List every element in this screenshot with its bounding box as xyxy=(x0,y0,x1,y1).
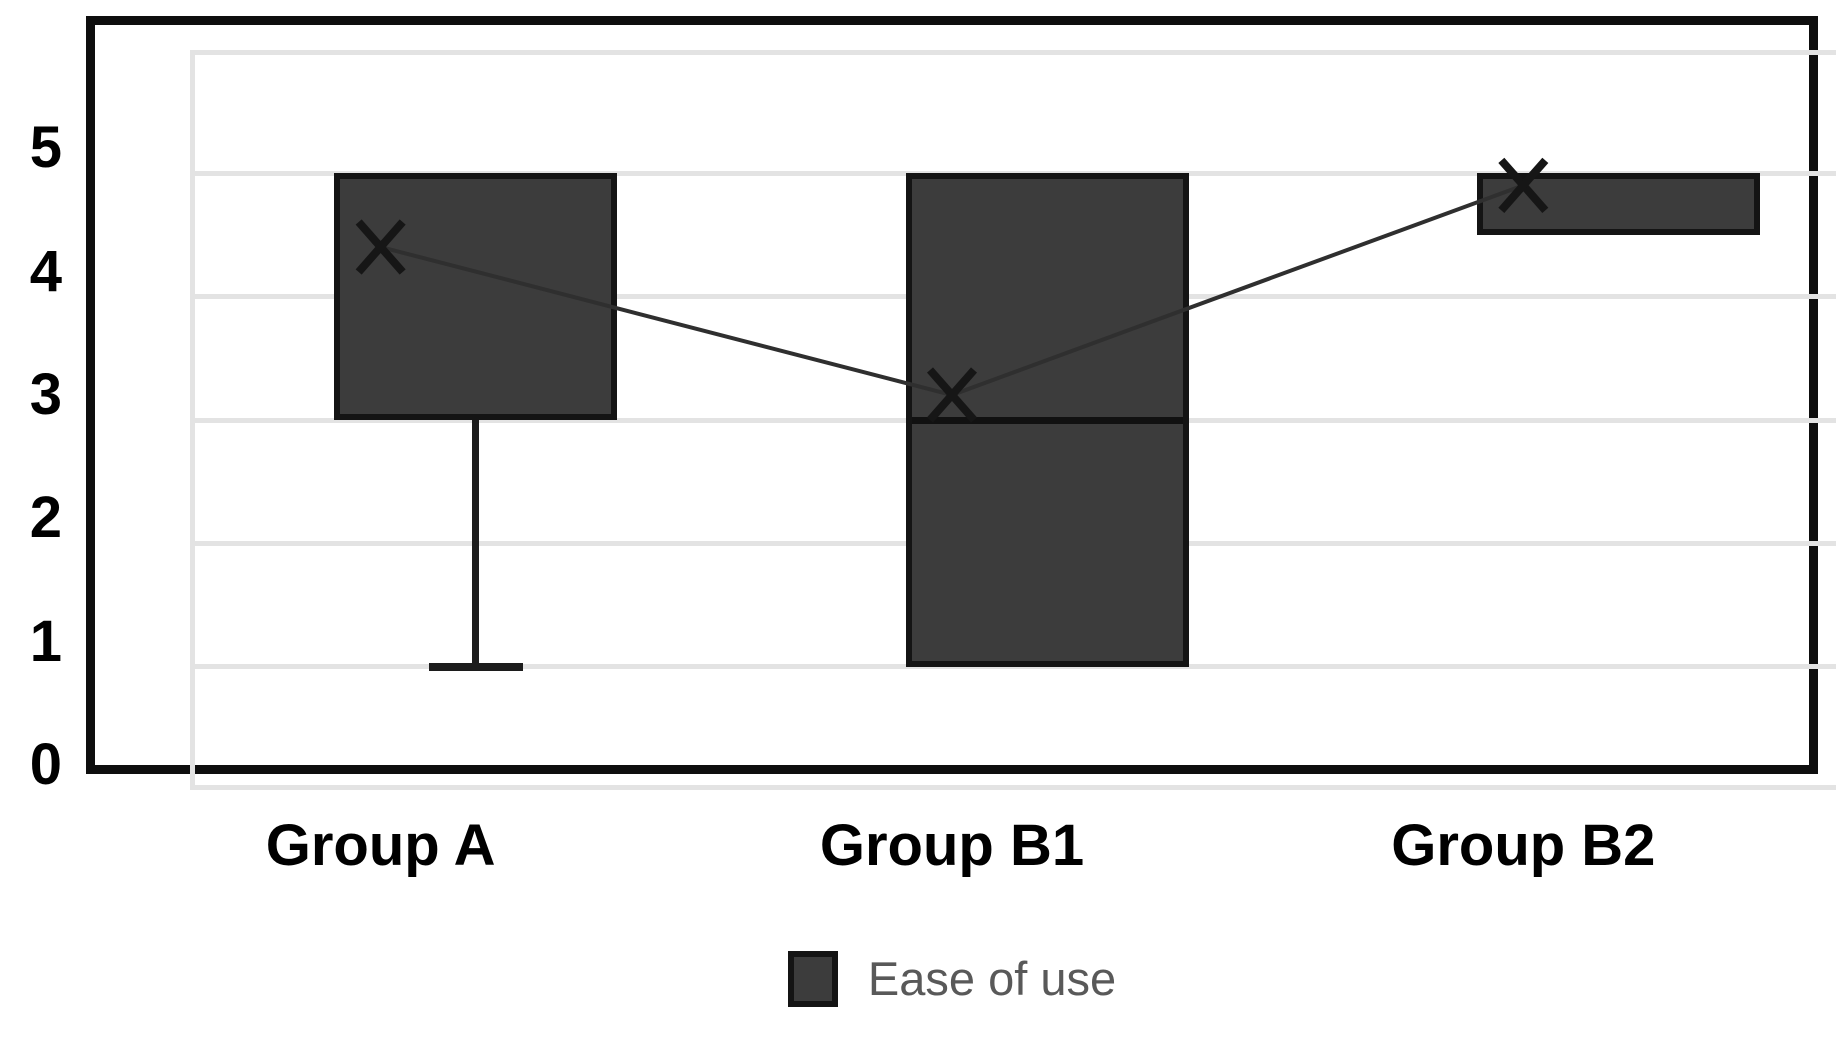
median-line-1 xyxy=(911,416,1183,424)
gridline-1 xyxy=(190,664,1836,670)
y-tick-label-3: 3 xyxy=(29,362,62,427)
y-tick-label-1: 1 xyxy=(29,608,62,674)
y-tick-label-2: 2 xyxy=(29,485,62,551)
plot-area xyxy=(190,50,1836,790)
legend-swatch-ease-of-use xyxy=(787,951,838,1007)
box-group-b2 xyxy=(1476,173,1760,235)
whisker-stem-0 xyxy=(472,420,480,667)
y-tick-label-4: 4 xyxy=(29,238,62,304)
x-label-group-a: Group A xyxy=(265,813,496,878)
box-group-a xyxy=(334,173,618,420)
legend-label: Ease of use xyxy=(867,952,1117,1005)
x-label-group-b2: Group B2 xyxy=(1391,813,1656,878)
y-tick-label-0: 0 xyxy=(29,732,62,797)
x-label-group-b1: Group B1 xyxy=(819,813,1085,878)
legend: Ease of use xyxy=(95,946,1809,1012)
whisker-cap-0 xyxy=(428,662,523,671)
y-tick-label-5: 5 xyxy=(29,115,62,181)
plot-frame xyxy=(86,16,1836,774)
